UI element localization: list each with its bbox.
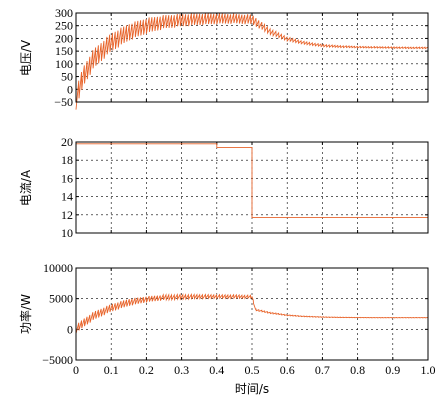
y-tick-label: 100 [55,57,73,71]
y-tick-label: 150 [55,44,73,58]
data-series-line [76,143,428,218]
data-series-line [75,13,429,110]
y-tick-label: 14 [61,190,73,204]
x-tick-label: 0.9 [385,363,400,377]
y-tick-label: 12 [61,208,73,222]
y-tick-label: 20 [61,135,73,149]
y-tick-label: 10 [61,226,73,240]
x-tick-label: 0.3 [174,363,189,377]
y-tick-label: −5000 [42,353,73,367]
time-axis-label: 时间/s [235,382,269,396]
data-series-line [75,293,429,334]
y-tick-label: 50 [61,70,73,84]
x-tick-label: 0.7 [315,363,330,377]
x-tick-label: 0.8 [350,363,365,377]
y-tick-label: 250 [55,19,73,33]
x-tick-label: 0.1 [104,363,119,377]
x-tick-label: 0.2 [139,363,154,377]
y-tick-label: −50 [54,95,73,109]
x-tick-label: 1.0 [421,363,436,377]
voltage-axis-label: 电压/V [19,39,33,76]
y-tick-label: 0 [67,82,73,96]
x-tick-label: 0.5 [245,363,260,377]
x-tick-label: 0.4 [209,363,224,377]
plot-frame [75,141,429,234]
plot-frame [75,12,429,103]
power-axis-label: 功率/W [18,294,33,334]
y-tick-label: 10000 [43,261,73,275]
x-tick-label: 0.6 [280,363,295,377]
y-tick-label: 300 [55,6,73,20]
y-tick-label: 5000 [49,292,73,306]
current-panel: 电流/A 10 12 14 16 18 20 [19,135,429,240]
y-tick-label: 200 [55,31,73,45]
y-tick-label: 16 [61,171,73,185]
current-axis-label: 电流/A [19,169,33,206]
x-tick-label: 0 [73,363,79,377]
plot-frame [75,267,429,361]
y-tick-label: 18 [61,153,73,167]
y-tick-label: 0 [67,322,73,336]
